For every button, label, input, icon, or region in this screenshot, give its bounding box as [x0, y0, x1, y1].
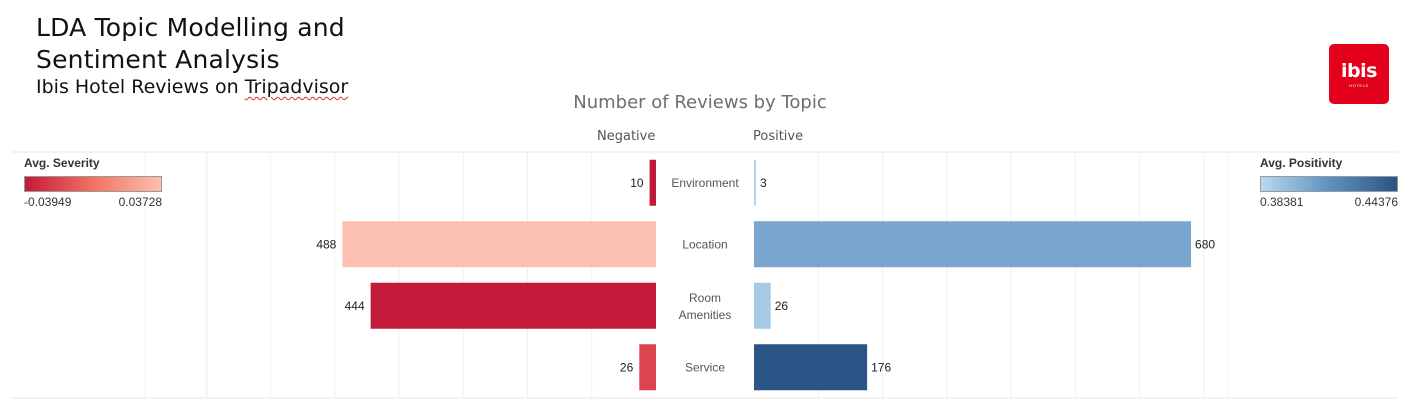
grid-layer [12, 151, 1398, 399]
positivity-gradient [1260, 176, 1398, 192]
subtitle-prefix: Ibis Hotel Reviews on [36, 76, 245, 98]
category-label-3: Service [685, 360, 725, 374]
category-label-0: Environment [671, 176, 739, 190]
bar-layer [342, 159, 1192, 391]
data-label-negative-1: 488 [316, 237, 336, 251]
label-layer: 10 3 Environment 488 680 Location 444 26 Room Ame… [316, 176, 1215, 375]
severity-legend-title: Avg. Severity [24, 156, 100, 170]
severity-gradient [24, 176, 162, 192]
bar-negative-2[interactable] [370, 282, 656, 329]
negative-column-label: Negative [597, 129, 656, 144]
category-label-line: Room [689, 291, 721, 305]
data-label-negative-3: 26 [620, 360, 634, 374]
data-label-positive-0: 3 [760, 176, 767, 190]
bar-positive-0[interactable] [754, 159, 756, 206]
data-label-positive-1: 680 [1195, 237, 1215, 251]
category-label-line: Amenities [679, 308, 732, 322]
positive-column-label: Positive [753, 129, 804, 144]
title-line-2: Sentiment Analysis [36, 45, 280, 74]
bar-negative-1[interactable] [342, 221, 656, 268]
chart-title: Number of Reviews by Topic [573, 92, 827, 113]
data-label-negative-2: 444 [345, 299, 365, 313]
severity-min: -0.03949 [24, 195, 72, 209]
logo-sub: HOTELS [1349, 82, 1369, 88]
bar-positive-2[interactable] [754, 282, 771, 329]
positivity-legend: Avg. Positivity 0.38381 0.44376 [1260, 156, 1398, 209]
data-label-positive-3: 176 [871, 360, 891, 374]
data-label-negative-0: 10 [630, 176, 644, 190]
bar-positive-3[interactable] [754, 344, 868, 391]
ibis-logo: ibis HOTELS [1329, 44, 1389, 104]
bar-positive-1[interactable] [754, 221, 1192, 268]
positivity-max: 0.44376 [1354, 195, 1398, 209]
severity-legend: Avg. Severity -0.03949 0.03728 [24, 156, 162, 209]
bar-negative-0[interactable] [649, 159, 656, 206]
bar-negative-3[interactable] [639, 344, 656, 391]
dashboard-subtitle: Ibis Hotel Reviews on Tripadvisor [36, 76, 348, 98]
severity-max: 0.03728 [118, 195, 162, 209]
logo-word: ibis [1341, 59, 1377, 82]
title-line-1: LDA Topic Modelling and [36, 13, 345, 42]
data-label-positive-2: 26 [775, 299, 789, 313]
positivity-legend-title: Avg. Positivity [1260, 156, 1343, 170]
category-label-1: Location [682, 237, 727, 251]
dashboard-title: LDA Topic Modelling and Sentiment Analys… [36, 12, 345, 76]
category-label-2: Room Amenities [679, 291, 732, 322]
positivity-min: 0.38381 [1260, 195, 1304, 209]
subtitle-source: Tripadvisor [244, 76, 349, 98]
